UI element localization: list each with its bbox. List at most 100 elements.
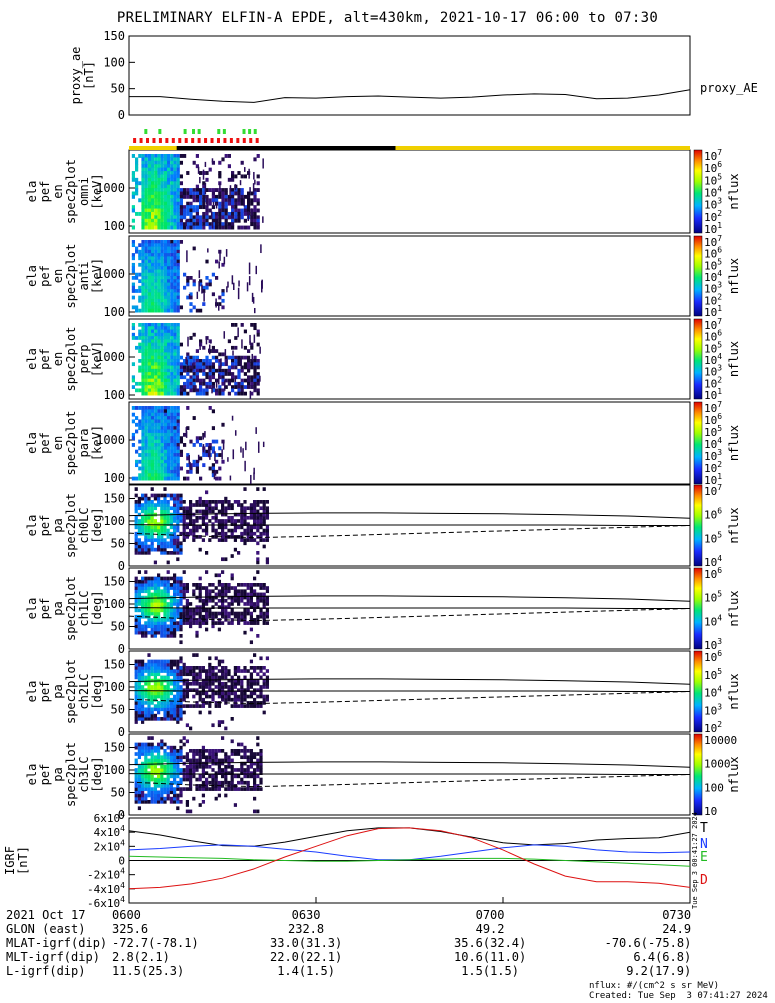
spec-cell [243,365,248,370]
pa-cell [189,688,193,692]
pa-cell [192,608,196,613]
pa-cell [169,691,174,696]
spec-cell [138,308,142,313]
spec-cell [160,266,164,270]
pa-cell [141,790,145,795]
spec-speck [211,387,213,394]
spec-cell [179,181,184,186]
spec-cell [211,446,216,451]
pa-cell [256,742,260,747]
spec-cell [208,368,212,373]
spec-cell [192,205,196,210]
spec-cell [131,436,136,441]
spec-cell [176,443,180,447]
pa-cell [147,717,151,721]
pa-cell [137,608,142,613]
pa-cell [144,589,148,594]
pa-cell [150,547,154,552]
spec-cell [157,375,161,380]
spec-cell [208,201,212,206]
pa-cell [157,621,161,625]
spec-cell [151,352,155,357]
spec-cell [135,181,139,186]
spec-cell [179,154,184,158]
pa-cell [233,749,238,753]
spec-cell [195,459,200,464]
spec-cell [144,308,148,313]
spec-cell [208,365,212,370]
spec-cell [167,191,171,196]
spec-cell [144,266,148,270]
ae-ytick-label: 150 [103,29,125,43]
pa-cell [208,662,212,667]
spec-cell [231,177,235,182]
pa-cell [150,710,154,715]
spec-cell [167,349,171,353]
pa-cell [166,745,170,750]
pa-cell [224,793,228,798]
pa-cell [185,771,190,775]
pa-cell [201,598,206,603]
pa-cell [192,675,196,680]
pa-cell [195,519,199,523]
spec-speck [186,359,189,366]
spec-cell [154,308,158,313]
pa-cell [211,669,215,673]
spec-cell [154,167,158,172]
spec-speck [250,474,252,484]
pa-cell [144,515,148,520]
pa-cell [182,736,186,740]
pa-cell [195,784,199,788]
spec-cell [240,188,244,192]
pa-cell [173,681,177,686]
pa-cell [166,701,170,705]
spec-cell [221,205,225,210]
colorbar-tick-label: 103 [704,197,722,212]
pa-cell [265,500,270,504]
pa-cell [230,704,234,708]
pa-cell [134,796,138,801]
spec-cell [167,336,171,340]
pa-cell [147,522,151,526]
spec-cell [141,476,145,481]
spec-cell [195,225,200,230]
spec-cell [163,345,168,350]
pa-cell [150,796,154,801]
pa-cell [157,627,161,632]
spec-cell [202,368,206,373]
spec-cell [167,259,171,264]
spec-cell [253,194,257,199]
pa-cell [185,515,190,520]
pa-cell [201,519,206,523]
spec-cell [163,285,168,290]
spec-cell [147,201,152,206]
pa-cell [237,681,241,686]
pa-ylabel: pa [51,518,65,532]
pa-cell [134,707,138,712]
pa-cell [173,669,177,673]
pa-cell [237,598,241,603]
pa-cell [256,678,260,683]
spec-cell [160,262,164,267]
spec-cell [167,406,171,410]
spec-cell [151,385,155,389]
pitch-spectrogram-0 [134,487,270,565]
spec-cell [154,253,158,257]
spec-cell [147,171,152,175]
pa-cell [262,586,266,590]
spec-cell [160,432,164,437]
pa-cell [173,771,177,775]
pa-cell [240,697,244,702]
spec-cell [170,269,174,274]
footer-row-label: 2021 Oct 17 [6,908,86,922]
pa-cell [163,515,167,520]
spec-cell [211,218,216,223]
spec-cell [186,282,190,287]
pa-cell [150,758,154,763]
spec-cell [211,362,216,367]
pitch-spectrogram-1 [134,570,270,645]
spec-cell [183,391,187,396]
pa-cell [243,614,247,619]
pa-cell [233,787,238,791]
pa-cell [256,541,260,546]
